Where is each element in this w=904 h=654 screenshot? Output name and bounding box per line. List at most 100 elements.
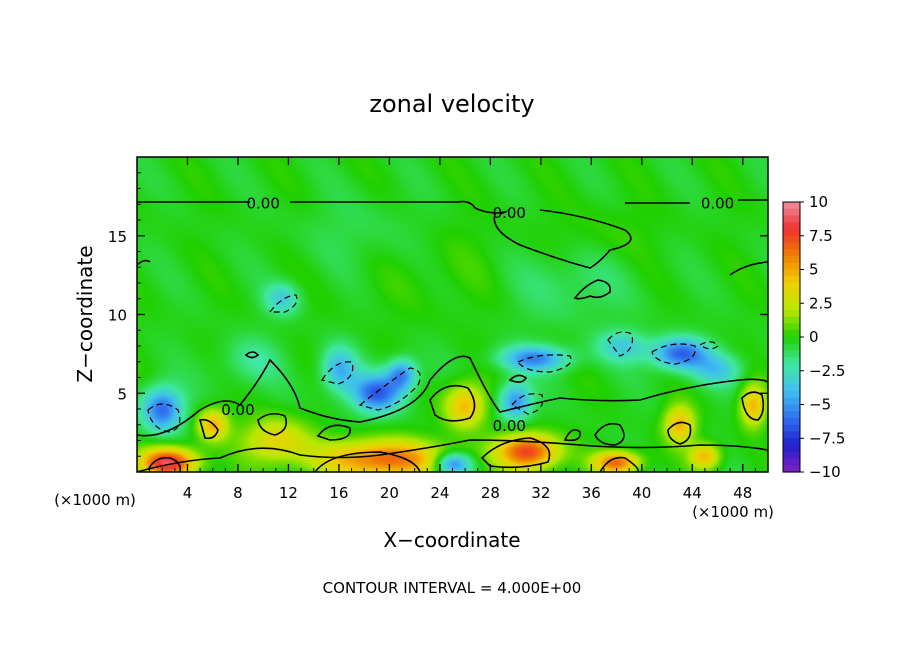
y-axis-label: Z−coordinate: [73, 245, 97, 382]
colorbar-cell: [783, 316, 800, 325]
y-tick-label: 10: [108, 307, 127, 325]
colorbar-cell: [783, 357, 800, 365]
colorbar-cell: [783, 256, 800, 264]
zero-contour-island-5: [563, 429, 582, 442]
colorbar-cell: [783, 310, 800, 318]
colorbar-cell: [783, 418, 800, 426]
positive-contour-3: [480, 437, 551, 469]
colorbar-cell: [783, 377, 800, 385]
colorbar-label: 2.5: [809, 294, 833, 312]
colorbar-cell: [783, 465, 800, 473]
x-axis-ticks: 4 8 12 16 20 24 28 32 36 40 44 48: [149, 157, 756, 502]
zero-contour-lower: [137, 355, 768, 437]
colorbar: 10 7.5 5 2.5 0 −2.5 −5 −7.5 −10: [782, 193, 845, 481]
negative-contour-6: [511, 393, 544, 415]
colorbar-cell: [783, 438, 800, 446]
colorbar-cell: [783, 343, 800, 352]
velocity-field: [137, 157, 768, 472]
positive-contour-7: [667, 421, 692, 445]
zero-contour-island-6: [508, 374, 528, 383]
colorbar-cell: [783, 283, 800, 291]
colorbar-cell: [783, 208, 800, 217]
zero-contour-upper-left: [137, 200, 508, 215]
positive-contour-1: [147, 456, 182, 472]
positive-contour-9: [198, 418, 219, 440]
x-axis-label: X−coordinate: [383, 528, 520, 552]
colorbar-cell: [783, 235, 800, 244]
colorbar-cell: [783, 262, 800, 271]
x-tick-label: 24: [430, 484, 449, 502]
x-tick-label: 36: [582, 484, 601, 502]
colorbar-cell: [783, 330, 800, 338]
zero-contour-upper-right: [493, 199, 768, 269]
colorbar-cell: [783, 269, 800, 277]
contour-label: 0.00: [701, 195, 734, 213]
contour-label: 0.00: [493, 204, 526, 222]
colorbar-cell: [783, 296, 800, 304]
chart-title: zonal velocity: [369, 90, 534, 118]
colorbar-label: 7.5: [809, 227, 833, 245]
colorbar-cell: [783, 424, 800, 433]
colorbar-cell: [783, 445, 800, 453]
zero-contour-island-7: [244, 351, 260, 359]
colorbar-cell: [783, 364, 800, 372]
colorbar-cell: [783, 397, 800, 406]
x-tick-label: 8: [233, 484, 243, 502]
x-tick-label: 20: [380, 484, 399, 502]
colorbar-cells: [783, 202, 800, 473]
colorbar-cell: [783, 404, 800, 412]
negative-contour-2: [268, 294, 298, 313]
negative-contour-9: [698, 341, 719, 350]
colorbar-cell: [783, 451, 800, 460]
y-axis-ticks: 5 10 15: [108, 172, 768, 457]
x-unit-right: (×1000 m): [692, 503, 774, 521]
colorbar-cell: [783, 411, 800, 419]
contour-interval-note: CONTOUR INTERVAL = 4.000E+00: [323, 579, 582, 597]
zero-contour-island-2: [137, 259, 768, 276]
colorbar-cell: [783, 384, 800, 392]
negative-contour-4: [358, 367, 421, 411]
colorbar-label: −7.5: [809, 429, 845, 447]
colorbar-cell: [783, 337, 800, 345]
negative-contour-lines: [147, 294, 719, 433]
colorbar-cell: [783, 289, 800, 298]
contour-label: 0.00: [246, 195, 279, 213]
positive-contour-5: [257, 412, 288, 436]
contour-label: 0.00: [221, 401, 254, 419]
x-tick-label: 28: [481, 484, 500, 502]
negative-contour-3: [321, 361, 354, 385]
colorbar-cell: [783, 276, 800, 284]
negative-contour-8: [651, 343, 696, 365]
positive-contour-6: [599, 456, 640, 472]
positive-contour-4: [429, 384, 476, 422]
y-tick-label: 15: [108, 228, 127, 246]
colorbar-label: −10: [809, 463, 841, 481]
plot-area: 0.000.000.000.000.00 4 8 12 16 20 24 28 32 36 40 4…: [108, 156, 769, 502]
negative-contour-5: [517, 354, 572, 373]
colorbar-cell: [783, 323, 800, 331]
colorbar-cell: [783, 391, 800, 399]
colorbar-cell: [783, 303, 800, 311]
colorbar-label: −2.5: [809, 362, 845, 380]
zero-contour-island-1: [573, 279, 612, 300]
x-tick-label: 48: [733, 484, 752, 502]
colorbar-cell: [783, 458, 800, 466]
x-tick-label: 32: [531, 484, 550, 502]
zero-contour-surface: [137, 439, 768, 472]
colorbar-label: 5: [809, 261, 819, 279]
contour-labels: 0.00 0.00 0.00 0.00 0.00: [221, 195, 734, 435]
x-unit-left: (×1000 m): [54, 491, 136, 509]
contour-lines: [137, 199, 768, 472]
positive-contour-2: [314, 451, 421, 472]
positive-contour-8: [741, 391, 765, 421]
zero-contour-island-3: [316, 424, 351, 441]
colorbar-labels: 10 7.5 5 2.5 0 −2.5 −5 −7.5 −10: [800, 193, 845, 481]
y-tick-label: 5: [117, 385, 127, 403]
zero-contour-island-4: [594, 422, 625, 446]
x-tick-label: 44: [683, 484, 702, 502]
colorbar-cell: [783, 222, 800, 230]
colorbar-label: 10: [809, 193, 828, 211]
contour-label: 0.00: [493, 417, 526, 435]
x-tick-label: 12: [279, 484, 298, 502]
